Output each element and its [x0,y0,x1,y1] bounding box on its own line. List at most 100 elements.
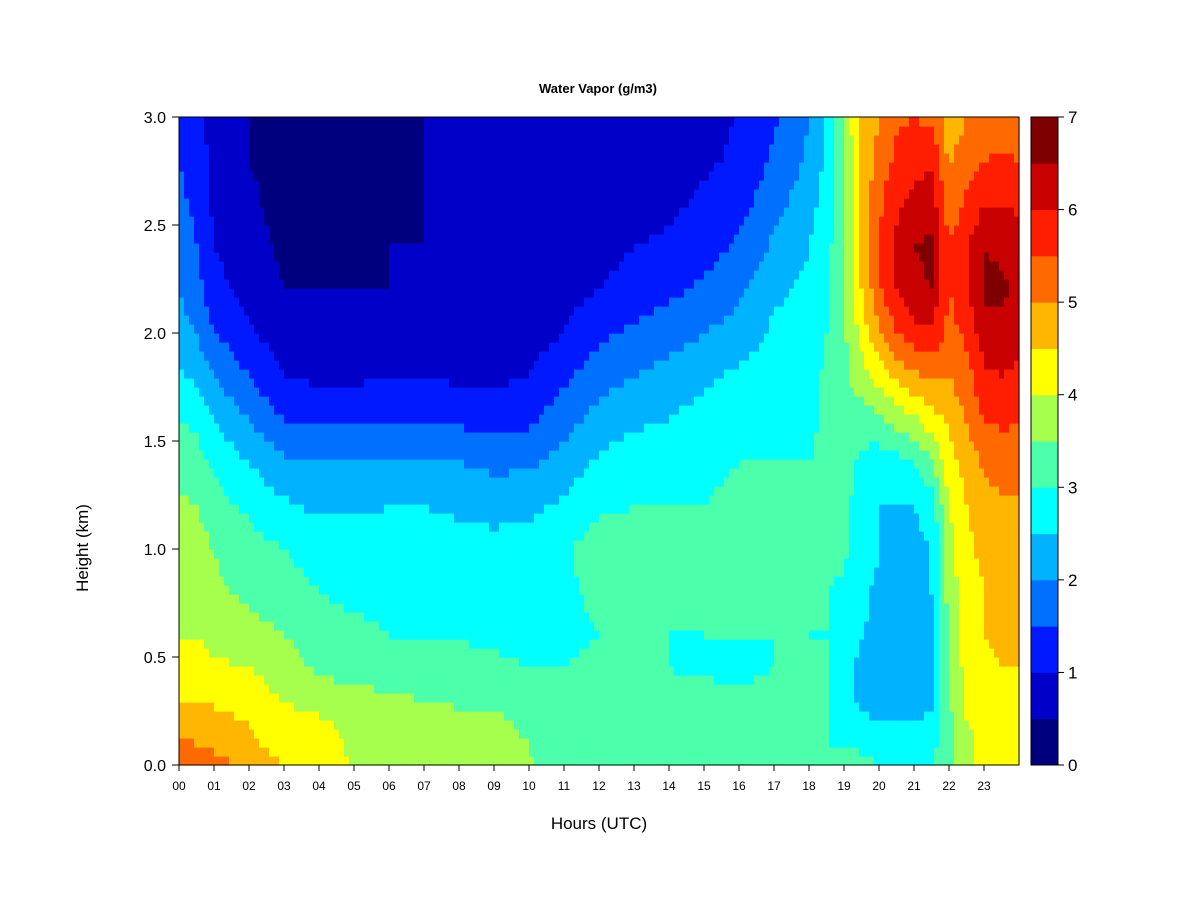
heatmap-cell [329,756,335,766]
heatmap-cell [229,351,235,361]
heatmap-cell [274,504,280,514]
heatmap-cell [359,144,365,154]
heatmap-cell [464,666,470,676]
heatmap-cell [194,594,200,604]
heatmap-cell [249,693,255,703]
heatmap-cell [464,144,470,154]
heatmap-cell [424,180,430,190]
heatmap-cell [224,360,230,370]
heatmap-cell [509,657,515,667]
heatmap-cell [184,684,190,694]
heatmap-cell [229,729,235,739]
heatmap-cell [359,486,365,496]
heatmap-cell [314,369,320,379]
heatmap-cell [224,162,230,172]
heatmap-cell [464,315,470,325]
heatmap-cell [459,585,465,595]
heatmap-cell [224,549,230,559]
heatmap-cell [224,153,230,163]
heatmap-cell [499,540,505,550]
heatmap-cell [219,450,225,460]
heatmap-cell [179,144,185,154]
heatmap-cell [324,612,330,622]
heatmap-cell [209,279,215,289]
heatmap-cell [519,711,525,721]
heatmap-cell [519,378,525,388]
heatmap-cell [499,621,505,631]
heatmap-cell [429,288,435,298]
heatmap-cell [509,522,515,532]
heatmap-cell [209,702,215,712]
heatmap-cell [349,117,355,127]
heatmap-cell [239,594,245,604]
heatmap-cell [364,594,370,604]
heatmap-cell [249,198,255,208]
heatmap-cell [494,594,500,604]
heatmap-cell [269,306,275,316]
heatmap-cell [209,144,215,154]
heatmap-cell [469,360,475,370]
heatmap-cell [329,117,335,127]
heatmap-cell [209,603,215,613]
heatmap-cell [344,324,350,334]
heatmap-cell [369,198,375,208]
heatmap-cell [299,459,305,469]
heatmap-cell [394,657,400,667]
heatmap-cell [339,252,345,262]
heatmap-cell [459,621,465,631]
heatmap-cell [194,405,200,415]
heatmap-cell [214,396,220,406]
heatmap-cell [249,288,255,298]
heatmap-cell [359,315,365,325]
heatmap-cell [294,549,300,559]
heatmap-cell [369,387,375,397]
heatmap-cell [434,756,440,766]
heatmap-cell [364,288,370,298]
heatmap-cell [379,324,385,334]
heatmap-cell [344,135,350,145]
heatmap-cell [179,234,185,244]
heatmap-cell [289,270,295,280]
heatmap-cell [429,540,435,550]
heatmap-cell [429,423,435,433]
heatmap-cell [514,360,520,370]
heatmap-cell [504,387,510,397]
heatmap-cell [434,684,440,694]
heatmap-cell [509,405,515,415]
heatmap-cell [314,450,320,460]
heatmap-cell [414,252,420,262]
heatmap-cell [364,216,370,226]
heatmap-cell [474,711,480,721]
heatmap-cell [329,315,335,325]
heatmap-cell [449,279,455,289]
heatmap-cell [209,666,215,676]
heatmap-cell [259,549,265,559]
heatmap-cell [289,495,295,505]
heatmap-cell [279,297,285,307]
heatmap-cell [379,486,385,496]
heatmap-cell [354,747,360,757]
heatmap-cell [294,675,300,685]
heatmap-cell [504,297,510,307]
heatmap-cell [484,432,490,442]
heatmap-cell [309,657,315,667]
heatmap-cell [519,738,525,748]
heatmap-cell [204,117,210,127]
heatmap-cell [239,720,245,730]
heatmap-cell [404,405,410,415]
heatmap-cell [329,144,335,154]
heatmap-cell [304,720,310,730]
heatmap-cell [284,630,290,640]
heatmap-cell [199,387,205,397]
heatmap-cell [494,207,500,217]
heatmap-cell [219,585,225,595]
heatmap-cell [364,414,370,424]
heatmap-cell [394,288,400,298]
heatmap-cell [389,576,395,586]
heatmap-cell [454,252,460,262]
heatmap-cell [279,657,285,667]
heatmap-cell [319,162,325,172]
heatmap-cell [334,216,340,226]
heatmap-cell [334,477,340,487]
heatmap-cell [494,153,500,163]
